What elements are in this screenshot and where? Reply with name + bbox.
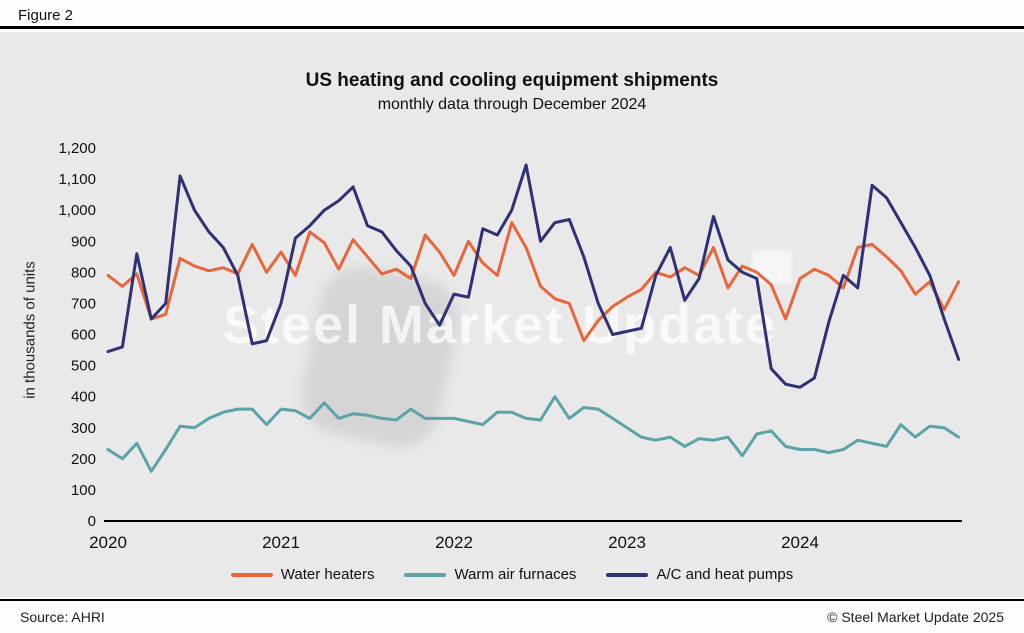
figure-footer: Source: AHRI © Steel Market Update 2025 bbox=[0, 599, 1024, 633]
y-tick-label: 0 bbox=[88, 513, 96, 530]
y-tick-label: 1,100 bbox=[58, 171, 96, 188]
legend-item: A/C and heat pumps bbox=[606, 566, 793, 583]
x-tick-label: 2022 bbox=[435, 533, 473, 552]
legend-swatch bbox=[606, 572, 649, 577]
legend-label: Warm air furnaces bbox=[454, 566, 577, 583]
x-tick-label: 2024 bbox=[781, 533, 819, 552]
series-line-water-heaters bbox=[106, 221, 961, 343]
copyright-text: © Steel Market Update 2025 bbox=[827, 609, 1004, 625]
y-tick-label: 500 bbox=[71, 358, 96, 375]
y-tick-label: 200 bbox=[71, 451, 96, 468]
series-line-a-c-and-heat-pumps bbox=[106, 163, 961, 389]
source-text: Source: AHRI bbox=[20, 609, 105, 625]
y-tick-label: 1,200 bbox=[58, 140, 96, 157]
y-tick-label: 800 bbox=[71, 264, 96, 281]
chart-legend: Water heaters Warm air furnaces A/C and he… bbox=[0, 566, 1024, 583]
y-tick-label: 300 bbox=[71, 420, 96, 437]
legend-item: Warm air furnaces bbox=[404, 566, 576, 583]
x-tick-label: 2020 bbox=[89, 533, 127, 552]
y-tick-label: 1,000 bbox=[58, 202, 96, 219]
figure-header: Figure 2 bbox=[0, 0, 1024, 29]
x-tick-label: 2021 bbox=[262, 533, 300, 552]
y-tick-label: 400 bbox=[71, 389, 96, 406]
legend-label: A/C and heat pumps bbox=[656, 566, 794, 583]
legend-swatch bbox=[230, 572, 273, 577]
chart-title: US heating and cooling equipment shipmen… bbox=[305, 70, 719, 91]
series-line-warm-air-furnaces bbox=[106, 395, 961, 473]
y-tick-label: 700 bbox=[71, 295, 96, 312]
legend-item: Water heaters bbox=[230, 566, 375, 583]
chart-subtitle: monthly data through December 2024 bbox=[377, 96, 647, 113]
chart-area: US heating and cooling equipment shipmen… bbox=[0, 32, 1024, 597]
legend-label: Water heaters bbox=[280, 566, 375, 583]
figure-label: Figure 2 bbox=[18, 7, 74, 24]
line-chart: 0 100 200 300 400 500 600 700 800 900 1,000 1,100 1,… bbox=[58, 140, 962, 552]
x-tick-label: 2023 bbox=[608, 533, 646, 552]
y-tick-label: 600 bbox=[71, 327, 96, 344]
y-tick-label: 100 bbox=[71, 482, 96, 499]
y-tick-label: 900 bbox=[71, 233, 96, 250]
legend-swatch bbox=[404, 572, 447, 577]
